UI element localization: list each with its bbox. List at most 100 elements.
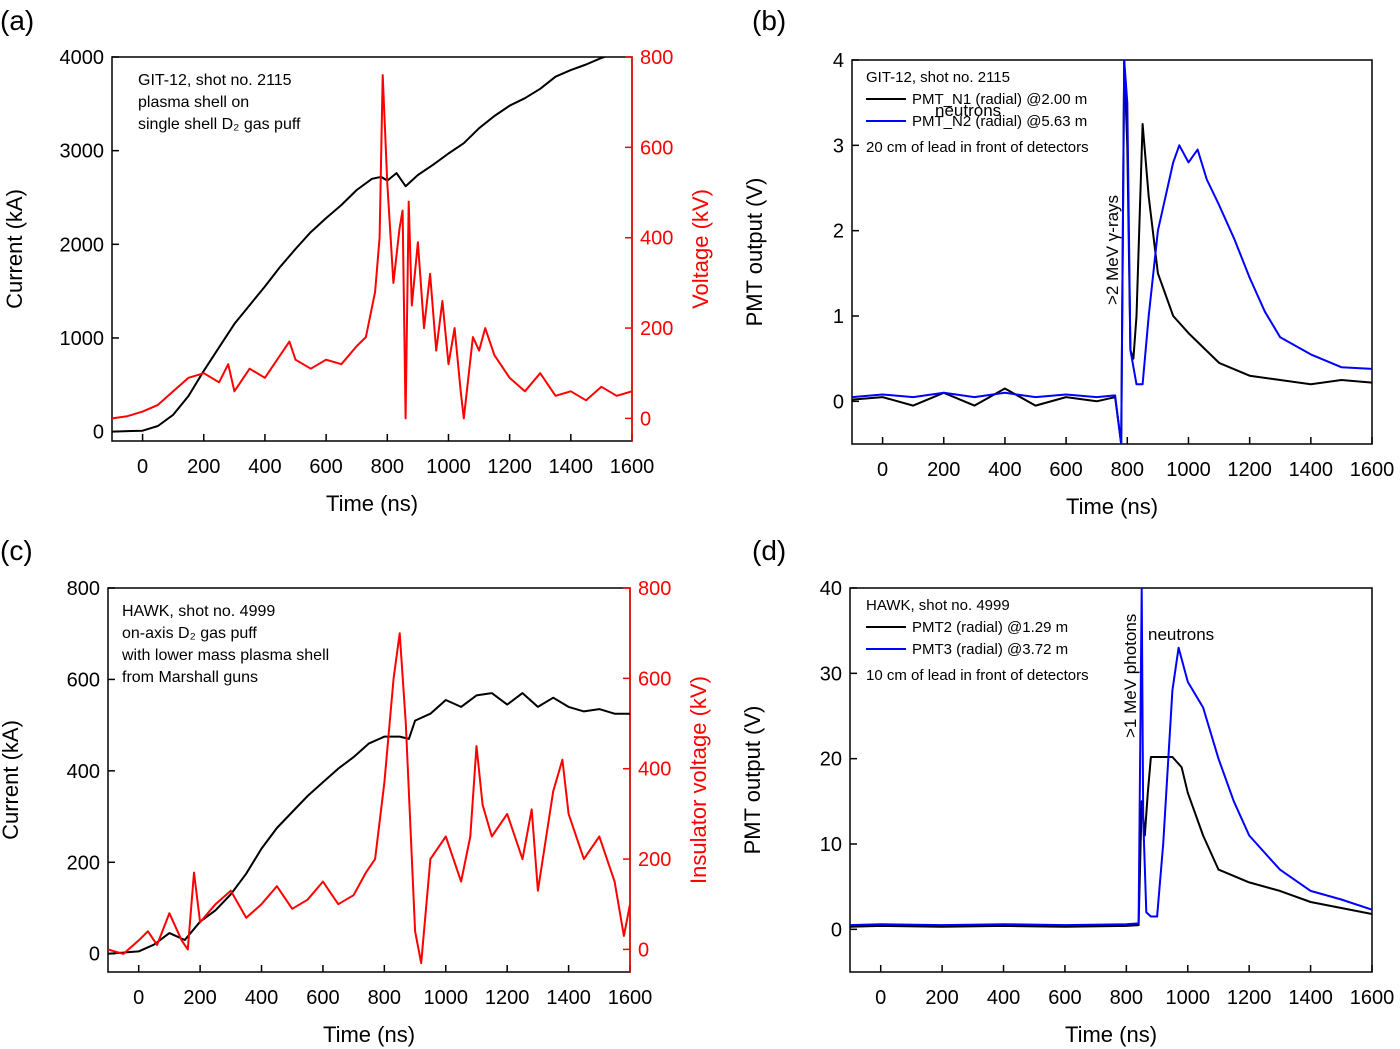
x-tick-label: 1000	[426, 456, 471, 478]
panel-label: (b)	[752, 5, 786, 36]
x-tick-label: 800	[371, 456, 404, 478]
annotation-text: >1 MeV photons	[1121, 614, 1140, 738]
x-tick-label: 800	[1111, 459, 1144, 481]
panel-label: (a)	[0, 5, 34, 36]
x-tick-label: 1600	[1350, 459, 1395, 481]
chart-panel: (a) 0 200 400 600 800 1000 1200 1400 1600 0 1000 200…	[0, 5, 713, 516]
y-axis-title: Current (kA)	[2, 189, 27, 309]
annotation-text: GIT-12, shot no. 2115	[866, 69, 1010, 86]
series-line	[850, 756, 1372, 928]
y-tick-label: 0	[833, 391, 844, 413]
x-tick-label: 0	[877, 459, 888, 481]
x-tick-label: 200	[927, 459, 960, 481]
annotation-text: with lower mass plasma shell	[121, 647, 329, 664]
y-tick-label: 40	[820, 578, 842, 600]
y-tick-label: 3	[833, 135, 844, 157]
x-tick-label: 1600	[1350, 987, 1395, 1009]
annotation-text: neutrons	[935, 101, 1001, 120]
panel-label: (c)	[0, 535, 33, 566]
y-axis-title: PMT output (V)	[740, 706, 765, 855]
y2-tick-label: 400	[638, 759, 671, 781]
y2-tick-label: 600	[638, 668, 671, 690]
y2-tick-label: 400	[640, 228, 673, 250]
y-tick-label: 10	[820, 834, 842, 856]
x-tick-label: 600	[309, 456, 342, 478]
chart-panel: (d) 0 200 400 600 800 1000 1200 1400 1600 0 10 20 30 4…	[740, 535, 1394, 1047]
series-line	[112, 57, 608, 433]
x-tick-label: 1200	[1227, 987, 1272, 1009]
y2-tick-label: 200	[638, 849, 671, 871]
series-line	[850, 588, 1372, 927]
series-line	[108, 632, 630, 964]
y-axis-title: Current (kA)	[0, 720, 23, 840]
legend-label: PMT2 (radial) @1.29 m	[912, 619, 1068, 636]
x-tick-label: 1200	[485, 987, 530, 1009]
annotation-text: HAWK, shot no. 4999	[122, 603, 275, 620]
legend-label: PMT3 (radial) @3.72 m	[912, 641, 1068, 658]
annotation-text: neutrons	[1148, 625, 1214, 644]
annotation-text: on-axis D₂ gas puff	[122, 625, 257, 642]
x-tick-label: 1000	[424, 987, 469, 1009]
x-tick-label: 1600	[608, 987, 653, 1009]
plot-frame	[107, 587, 631, 973]
plot-frame	[111, 56, 633, 442]
annotation-text: plasma shell on	[138, 94, 249, 111]
x-tick-label: 1000	[1166, 459, 1211, 481]
y2-tick-label: 800	[638, 578, 671, 600]
y-tick-label: 1000	[60, 328, 105, 350]
x-axis-title: Time (ns)	[1065, 1022, 1157, 1047]
x-axis-title: Time (ns)	[323, 1022, 415, 1047]
annotation-text: 10 cm of lead in front of detectors	[866, 667, 1089, 684]
x-tick-label: 1400	[546, 987, 591, 1009]
x-tick-label: 400	[987, 987, 1020, 1009]
annotation-text: GIT-12, shot no. 2115	[138, 72, 292, 89]
y-tick-label: 4	[833, 50, 844, 72]
y-tick-label: 20	[820, 749, 842, 771]
annotation-text: from Marshall guns	[122, 669, 258, 686]
annotation-text: 20 cm of lead in front of detectors	[866, 139, 1089, 156]
series-line	[108, 692, 630, 955]
annotation-text: single shell D₂ gas puff	[138, 116, 301, 133]
x-tick-label: 1400	[549, 456, 594, 478]
y2-tick-label: 0	[640, 408, 651, 430]
y-tick-label: 30	[820, 663, 842, 685]
y-tick-label: 0	[831, 919, 842, 941]
series-line	[852, 60, 1372, 444]
x-tick-label: 1400	[1288, 987, 1333, 1009]
x-tick-label: 400	[248, 456, 281, 478]
x-tick-label: 0	[133, 987, 144, 1009]
y-tick-label: 800	[67, 578, 100, 600]
x-tick-label: 1400	[1289, 459, 1334, 481]
series-line	[112, 74, 632, 420]
x-tick-label: 1000	[1166, 987, 1211, 1009]
y2-tick-label: 800	[640, 47, 673, 69]
x-tick-label: 200	[187, 456, 220, 478]
y2-tick-label: 600	[640, 137, 673, 159]
x-axis-title: Time (ns)	[326, 491, 418, 516]
x-tick-label: 0	[875, 987, 886, 1009]
y-tick-label: 0	[89, 944, 100, 966]
y2-axis-title: Insulator voltage (kV)	[686, 676, 711, 884]
x-axis-title: Time (ns)	[1066, 494, 1158, 519]
annotation-text: HAWK, shot no. 4999	[866, 597, 1010, 614]
y2-tick-label: 200	[640, 318, 673, 340]
y-tick-label: 600	[67, 669, 100, 691]
plot-frame	[849, 587, 1373, 973]
x-tick-label: 600	[1048, 987, 1081, 1009]
x-tick-label: 600	[306, 987, 339, 1009]
legend-label: PMT_N2 (radial) @5.63 m	[912, 113, 1087, 130]
annotation-text: >2 MeV γ-rays	[1103, 195, 1122, 305]
plot-frame	[851, 59, 1373, 445]
y-tick-label: 200	[67, 852, 100, 874]
panel-label: (d)	[752, 535, 786, 566]
x-tick-label: 1200	[1227, 459, 1272, 481]
y2-axis-title: Voltage (kV)	[688, 189, 713, 309]
x-tick-label: 200	[183, 987, 216, 1009]
x-tick-label: 400	[245, 987, 278, 1009]
y-tick-label: 0	[93, 422, 104, 444]
y-tick-label: 3000	[60, 141, 105, 163]
x-tick-label: 200	[925, 987, 958, 1009]
y-tick-label: 2	[833, 221, 844, 243]
chart-panel: (c) 0 200 400 600 800 1000 1200 1400 1600 0 200 400 6…	[0, 535, 711, 1047]
